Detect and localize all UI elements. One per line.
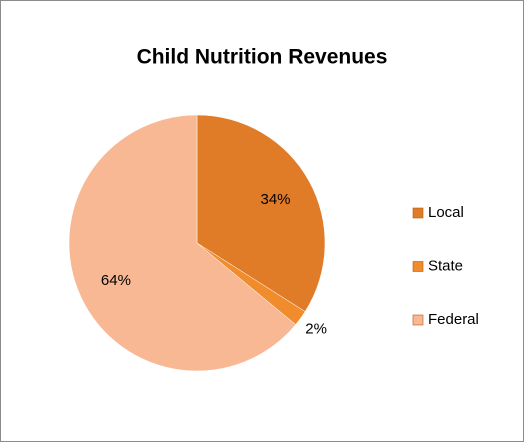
data-label: 34% <box>261 191 291 208</box>
chart-title: Child Nutrition Revenues <box>137 46 388 69</box>
legend-swatch <box>412 261 424 272</box>
legend-label: Federal <box>428 311 479 328</box>
pie-slice <box>68 114 296 372</box>
legend-label: State <box>428 257 463 274</box>
pie-slice <box>196 114 326 312</box>
legend-swatch <box>412 207 424 219</box>
data-label: 64% <box>101 272 131 289</box>
legend-swatch <box>412 314 424 326</box>
data-label: 2% <box>305 320 327 337</box>
legend-label: Local <box>428 204 464 221</box>
